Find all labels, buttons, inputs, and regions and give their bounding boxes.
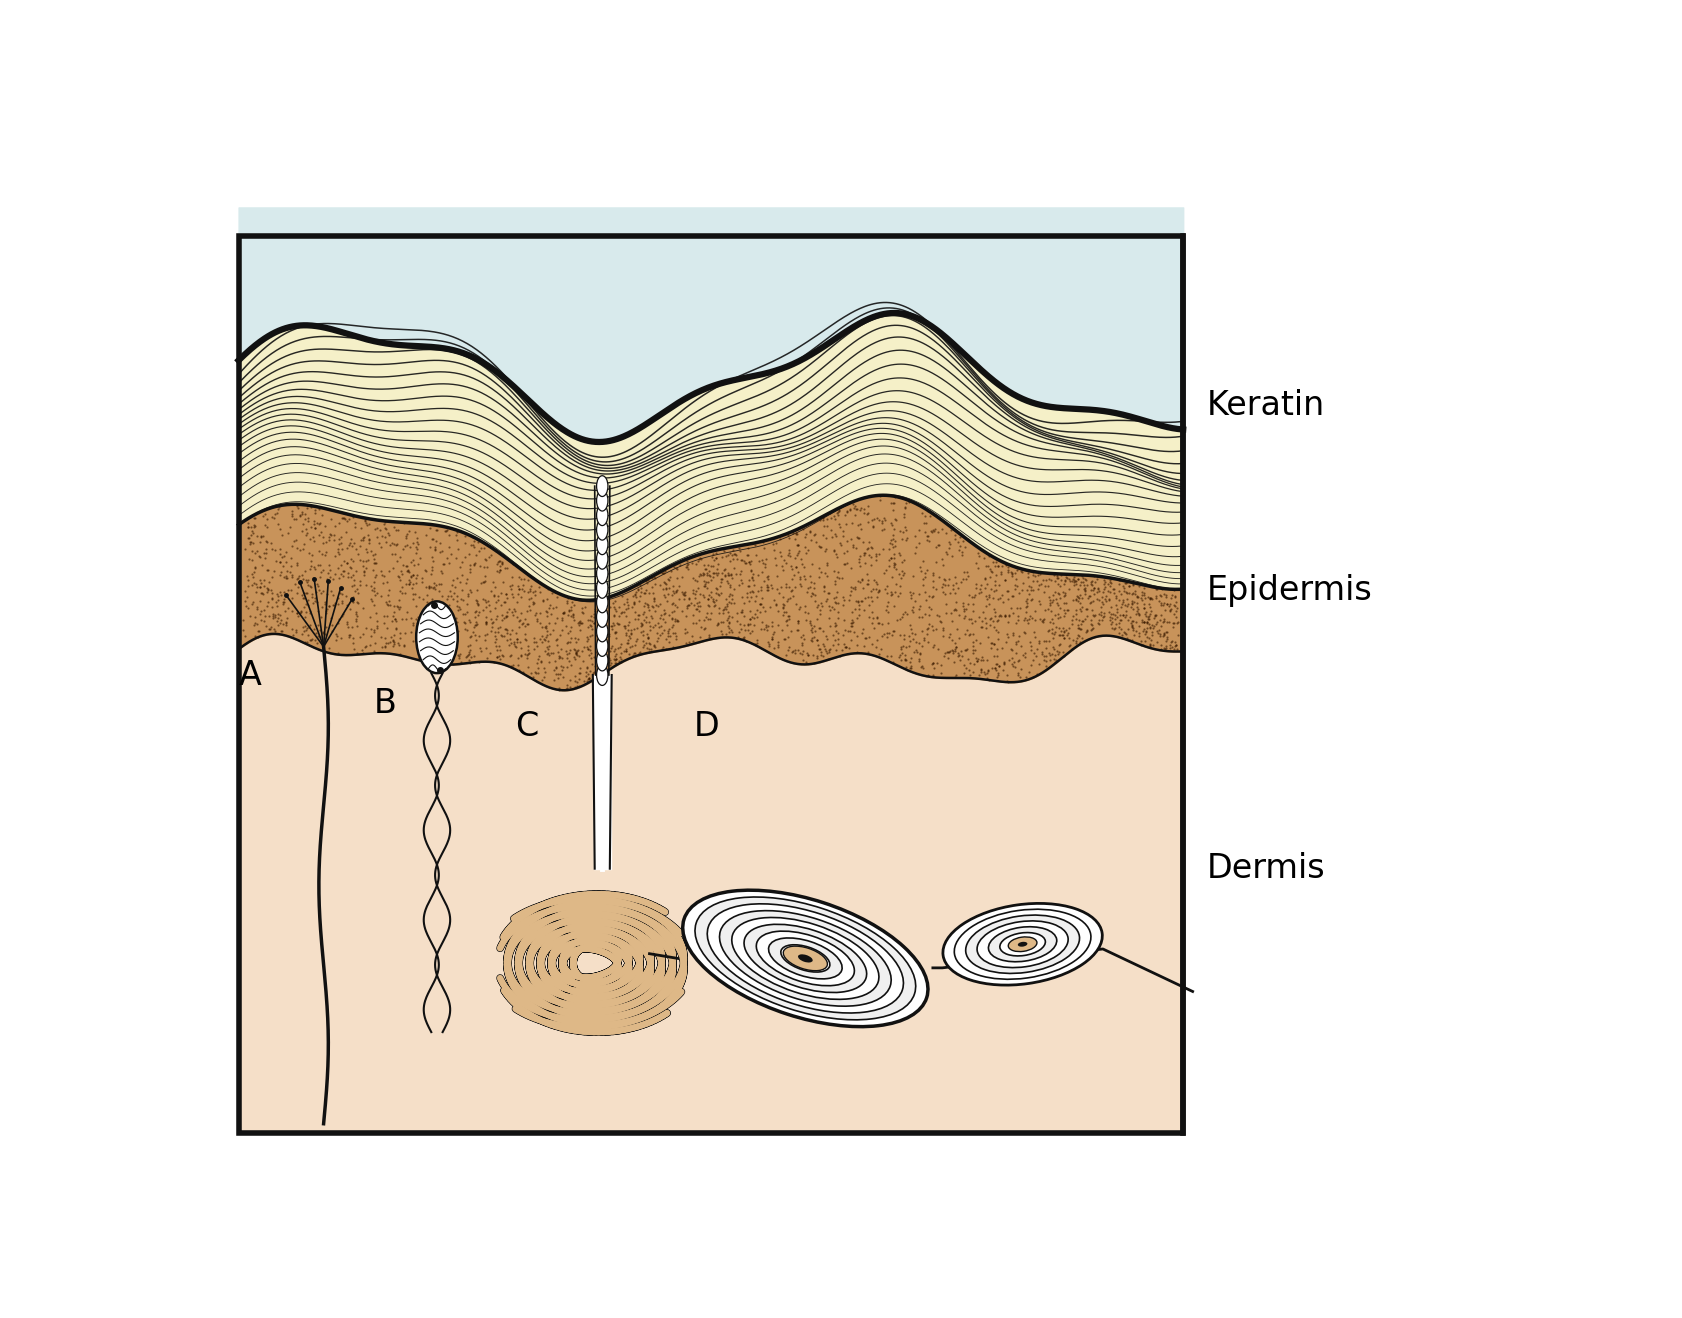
Text: Keratin: Keratin (1206, 389, 1325, 422)
Text: Dermis: Dermis (1206, 853, 1325, 886)
Ellipse shape (954, 909, 1092, 979)
Ellipse shape (597, 592, 607, 613)
Text: B: B (373, 687, 397, 720)
Ellipse shape (1008, 937, 1038, 952)
Bar (239, 236, 1182, 472)
Ellipse shape (683, 890, 928, 1027)
Ellipse shape (597, 650, 607, 671)
Ellipse shape (1018, 942, 1028, 946)
Text: C: C (515, 710, 538, 743)
Ellipse shape (965, 915, 1080, 974)
Ellipse shape (597, 635, 607, 656)
Ellipse shape (769, 938, 843, 979)
Ellipse shape (794, 952, 817, 965)
Ellipse shape (597, 505, 607, 526)
Ellipse shape (597, 577, 607, 598)
Text: D: D (693, 710, 718, 743)
Bar (239, 236, 1182, 1133)
Ellipse shape (415, 601, 458, 673)
Ellipse shape (757, 931, 854, 986)
Ellipse shape (597, 519, 607, 540)
Ellipse shape (597, 563, 607, 584)
Text: A: A (239, 659, 261, 692)
Text: Epidermis: Epidermis (1206, 573, 1373, 606)
Ellipse shape (597, 664, 607, 685)
Ellipse shape (695, 898, 915, 1020)
Ellipse shape (597, 606, 607, 627)
Ellipse shape (797, 954, 812, 962)
Ellipse shape (706, 904, 903, 1014)
Ellipse shape (743, 924, 866, 992)
Ellipse shape (944, 903, 1102, 985)
Ellipse shape (999, 933, 1046, 956)
Ellipse shape (977, 921, 1068, 967)
Ellipse shape (720, 911, 891, 1006)
Ellipse shape (597, 548, 607, 569)
Ellipse shape (989, 927, 1056, 962)
Bar (239, 236, 1182, 1133)
Ellipse shape (597, 476, 607, 497)
Ellipse shape (732, 917, 880, 999)
Ellipse shape (780, 945, 829, 973)
Ellipse shape (597, 534, 607, 555)
Ellipse shape (1011, 938, 1034, 950)
Ellipse shape (784, 946, 828, 970)
Ellipse shape (597, 490, 607, 511)
Ellipse shape (597, 621, 607, 642)
